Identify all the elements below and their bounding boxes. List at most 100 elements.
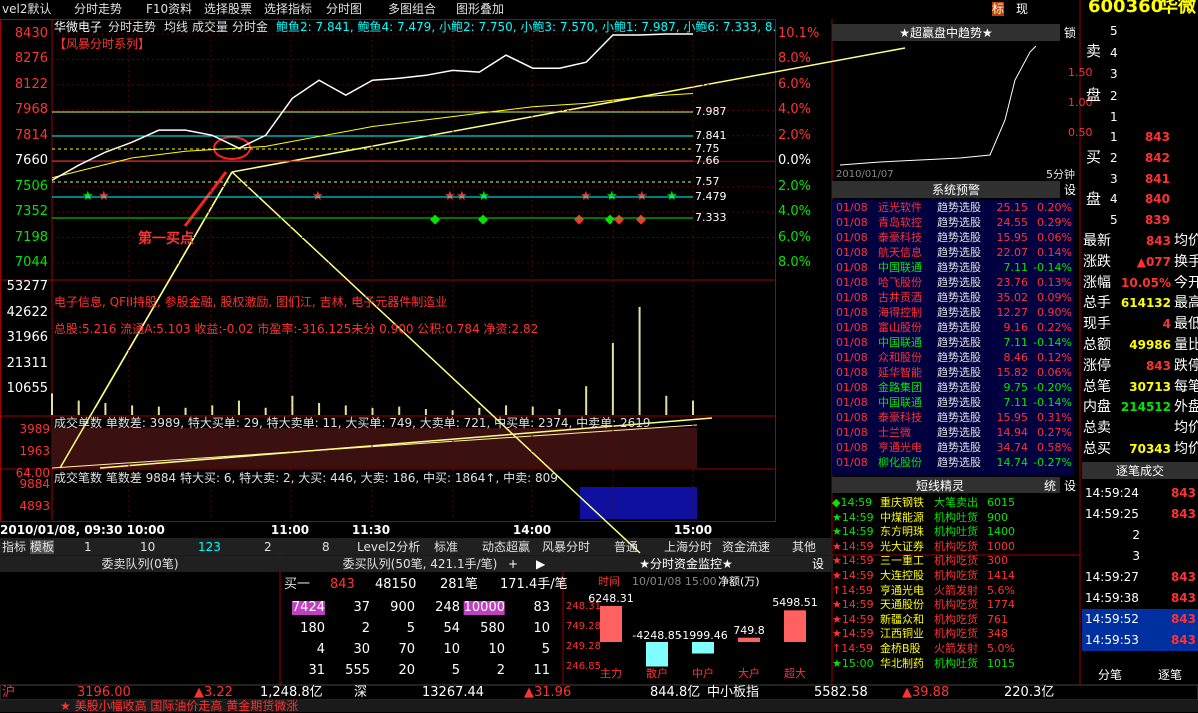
volume-bar — [104, 402, 107, 415]
avg-line — [51, 92, 694, 179]
tab[interactable]: 模板 — [30, 540, 55, 554]
tab[interactable]: 其他 — [792, 540, 817, 554]
trade-price: 843 — [1170, 612, 1196, 626]
panel-title: ★超赢盘中趋势★ — [899, 26, 993, 40]
alert-date: 01/08 — [836, 396, 868, 409]
stat-label: 外盘 — [1174, 399, 1198, 416]
menu-tab[interactable]: vel2默认 — [2, 2, 52, 16]
alert-date: 01/08 — [836, 216, 868, 229]
fund-head: 净额(万) — [718, 575, 760, 588]
menu-tab[interactable]: 分时走势 — [74, 2, 123, 16]
alert-price: 9.75 — [1003, 381, 1029, 394]
lock[interactable]: 锁 — [1064, 26, 1077, 40]
price-tick: 7660 — [14, 153, 48, 169]
fund-head: 时间 — [598, 575, 620, 588]
alert-type: 趋势选股 — [937, 396, 981, 409]
panel-title: 逐笔成交 — [1115, 464, 1165, 478]
tab[interactable]: 逐笔 — [1158, 668, 1183, 682]
tab[interactable]: 指标 — [2, 540, 27, 554]
svg-text:◆: ◆ — [478, 212, 488, 227]
stat-label: 今开 — [1174, 274, 1198, 291]
volume-bar — [638, 306, 641, 415]
alert-price: 14.94 — [996, 426, 1029, 439]
svg-text:◆: ◆ — [574, 212, 584, 227]
tab[interactable]: 8 — [322, 540, 330, 554]
trade-price: 843 — [1170, 486, 1196, 500]
fund-bar — [600, 606, 622, 642]
alert-stock: 远光软件 — [878, 201, 922, 214]
sell-level: 4 — [1110, 45, 1118, 60]
flag[interactable]: 标 — [992, 2, 1005, 16]
alert-date: 01/08 — [836, 411, 868, 424]
tab[interactable]: 设 — [1064, 479, 1077, 493]
control[interactable]: ▶ — [536, 557, 546, 571]
queue-cell: 2 — [496, 663, 505, 678]
alert-pct: -0.27% — [1033, 456, 1072, 469]
volume-bar — [291, 395, 294, 415]
menu-tab[interactable]: 分时图 — [326, 2, 363, 16]
volume-bar — [665, 395, 668, 415]
tab[interactable]: 统 — [1044, 479, 1057, 493]
settings[interactable]: 设 — [812, 557, 825, 571]
tab[interactable]: 分笔 — [1098, 668, 1123, 682]
sprite-value: 1400 — [987, 525, 1015, 539]
sprite-action: 火箭发射 — [934, 642, 978, 655]
alert-stock: 航天信息 — [878, 246, 922, 259]
tab[interactable]: 资金流速 — [722, 540, 771, 554]
queue-title: 委买队列(50笔, 421.1手/笔) — [342, 557, 498, 571]
sprite-time: ★15:00 — [832, 656, 874, 670]
flag[interactable]: 现 — [1016, 2, 1029, 16]
queue-title: 委卖队列(0笔) — [101, 557, 179, 571]
volume-bar — [264, 407, 267, 415]
sprite-stock: 东方明珠 — [880, 525, 924, 539]
menu-tab[interactable]: 选择指标 — [264, 2, 313, 16]
volume-bar — [398, 406, 401, 415]
tab[interactable]: 风暴分时 — [542, 540, 591, 554]
menu-tab[interactable]: 图形叠加 — [456, 2, 505, 16]
trade-time: 14:59:25 — [1085, 507, 1139, 521]
tab[interactable]: 标准 — [434, 540, 459, 554]
volume-bar — [344, 405, 347, 415]
sprite-stock: 光大证券 — [880, 539, 924, 553]
queue-summary: 281笔 — [440, 577, 478, 592]
settings[interactable]: 设 — [1064, 183, 1077, 197]
tab[interactable]: 动态超赢 — [482, 540, 531, 554]
sprite-stock: 三一重工 — [880, 554, 924, 568]
status-item: 沪 — [2, 685, 16, 700]
menu-tab[interactable]: 选择股票 — [204, 2, 253, 16]
sprite-action: 机构吃货 — [934, 612, 978, 626]
alert-price: 15.95 — [996, 411, 1029, 424]
sprite-time: ★14:59 — [832, 569, 874, 582]
control[interactable]: + — [508, 557, 519, 571]
alert-type: 趋势选股 — [937, 366, 981, 379]
alert-price: 7.11 — [1003, 396, 1029, 409]
tab[interactable]: Level2分析 — [357, 540, 421, 554]
stat-label: 最高 — [1174, 295, 1198, 312]
volume-bar — [184, 407, 187, 415]
queue-cell: 5 — [451, 663, 460, 678]
tab[interactable]: 上海分时 — [664, 540, 713, 554]
queue-cell: 10 — [443, 642, 460, 657]
sub-tick: 9884 — [19, 477, 50, 491]
tab[interactable]: 1 — [84, 540, 92, 554]
price-tick: 8122 — [14, 76, 48, 92]
tab[interactable]: 123 — [198, 540, 221, 554]
time-label: 11:30 — [351, 523, 391, 537]
tab[interactable]: 10 — [140, 540, 156, 554]
sprite-time: ◆14:59 — [832, 496, 873, 509]
trade-time: 14:59:38 — [1085, 591, 1139, 605]
volume-bar — [478, 407, 481, 415]
stat-value: 843 — [1145, 234, 1171, 248]
queue-cell: 10000 — [463, 600, 505, 615]
menu-tab[interactable]: F10资料 — [146, 2, 193, 16]
alert-price: 12.27 — [996, 306, 1029, 319]
stat-label: 内盘 — [1083, 399, 1111, 416]
sell-level: 1 — [1110, 110, 1118, 124]
tab[interactable]: 2 — [264, 540, 272, 554]
buy-level: 1 — [1110, 130, 1118, 144]
stat-label: 最新 — [1083, 233, 1111, 249]
buy-price: 841 — [1144, 171, 1170, 186]
svg-text:◆: ◆ — [430, 212, 440, 227]
tab[interactable]: 普通 — [614, 540, 639, 554]
menu-tab[interactable]: 多图组合 — [388, 2, 437, 16]
